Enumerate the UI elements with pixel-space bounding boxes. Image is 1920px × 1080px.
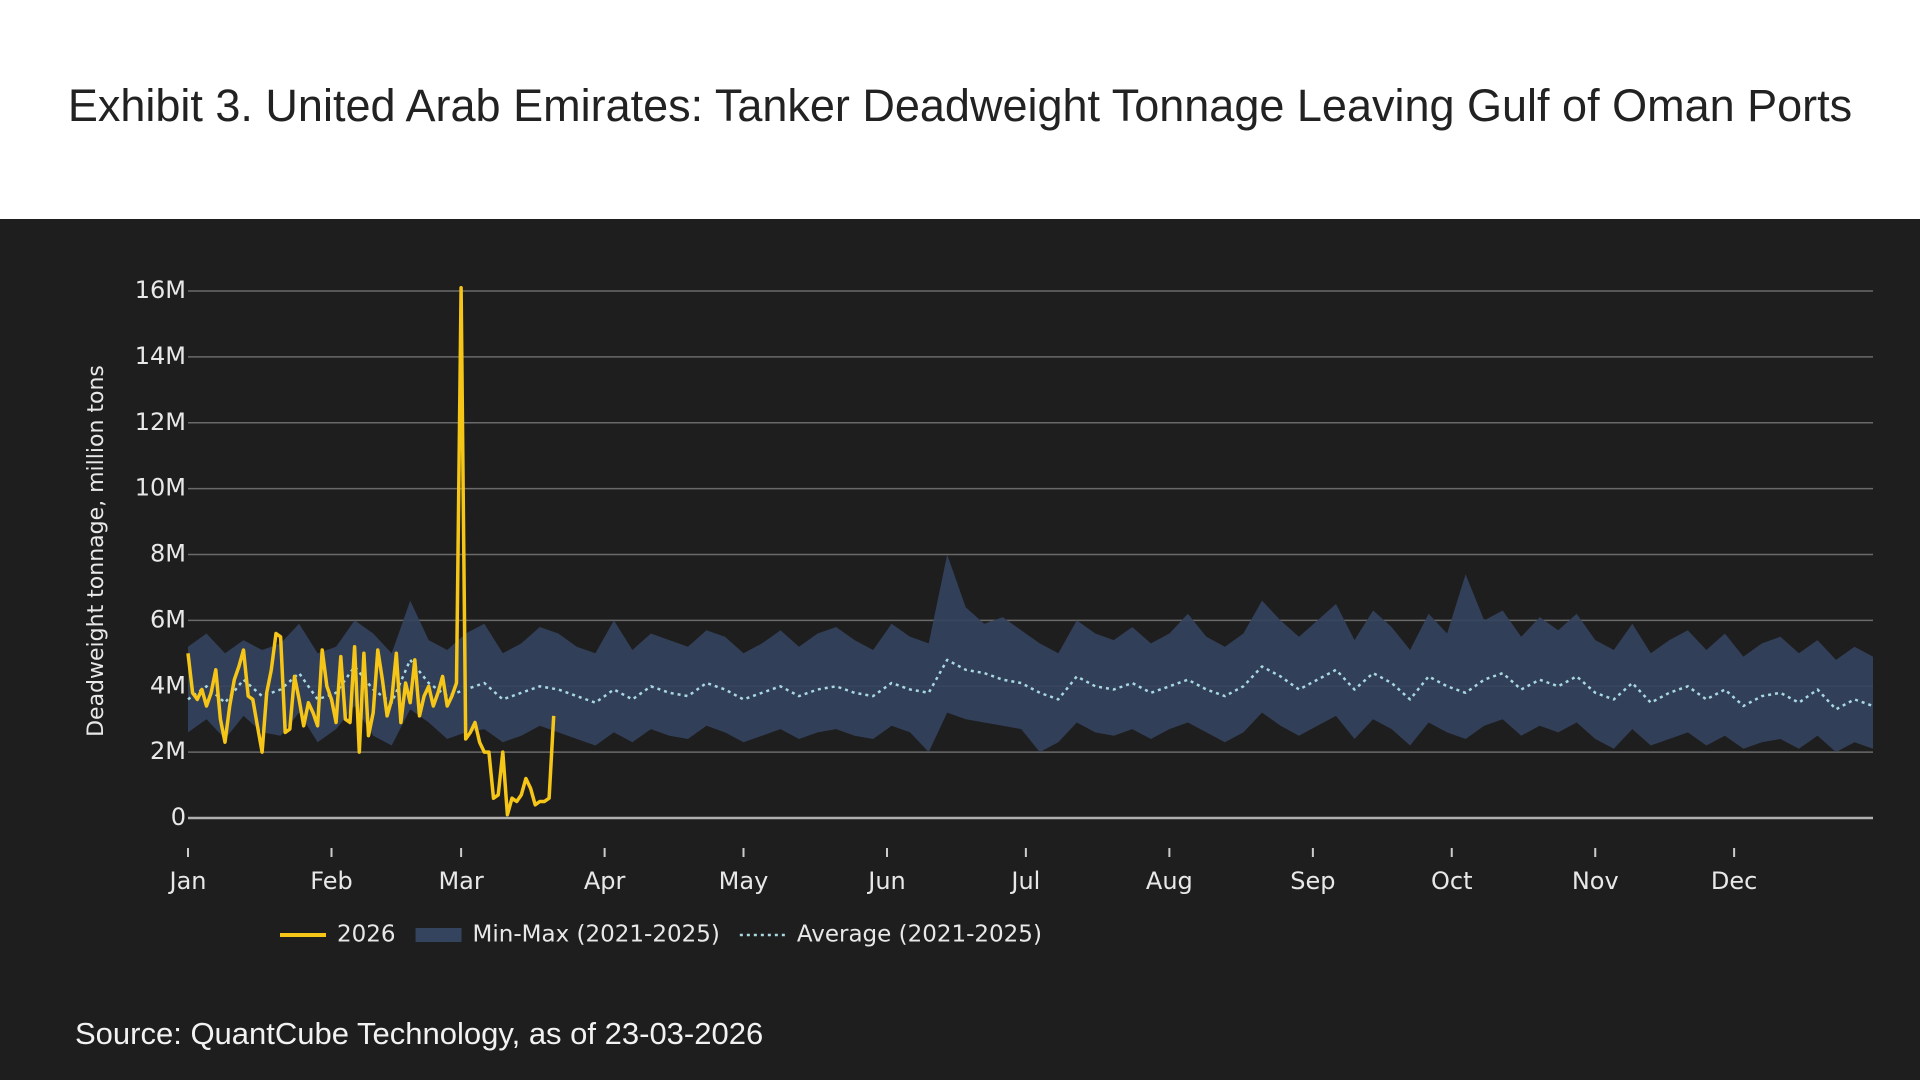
y-tick-label: 0 [171, 803, 186, 831]
y-tick-label: 14M [135, 342, 186, 370]
x-tick-label: Dec [1711, 867, 1757, 895]
y-tick-label: 16M [135, 276, 186, 304]
x-tick-label: May [719, 867, 769, 895]
y-tick-label: 8M [150, 540, 186, 568]
x-tick-label: Nov [1572, 867, 1619, 895]
y-tick-label: 12M [135, 408, 186, 436]
min-max-band [188, 554, 1873, 753]
legend-label: 2026 [337, 922, 396, 948]
x-tick-label: Oct [1431, 867, 1473, 895]
x-tick-label: Feb [310, 867, 353, 895]
series-line [186, 285, 556, 817]
y-tick-label: 2M [150, 737, 186, 765]
x-tick-label: Jul [1009, 867, 1040, 895]
legend-swatch [415, 928, 462, 942]
x-tick-label: Apr [584, 867, 626, 895]
legend-label: Min-Max (2021-2025) [473, 922, 720, 948]
source-note: Source: QuantCube Technology, as of 23-0… [75, 1016, 763, 1051]
y-tick-label: 10M [135, 474, 186, 502]
x-tick-label: Jun [866, 867, 906, 895]
legend-label: Average (2021-2025) [797, 922, 1042, 948]
x-tick-label: Jan [168, 867, 207, 895]
y-axis-label: Deadweight tonnage, million tons [84, 365, 109, 737]
chart-title: Exhibit 3. United Arab Emirates: Tanker … [68, 80, 1852, 131]
x-tick-label: Sep [1290, 867, 1335, 895]
x-tick-label: Mar [438, 867, 483, 895]
header-background [0, 0, 1920, 219]
x-tick-label: Aug [1146, 867, 1193, 895]
y-tick-label: 4M [150, 671, 186, 699]
y-tick-label: 6M [150, 605, 186, 633]
